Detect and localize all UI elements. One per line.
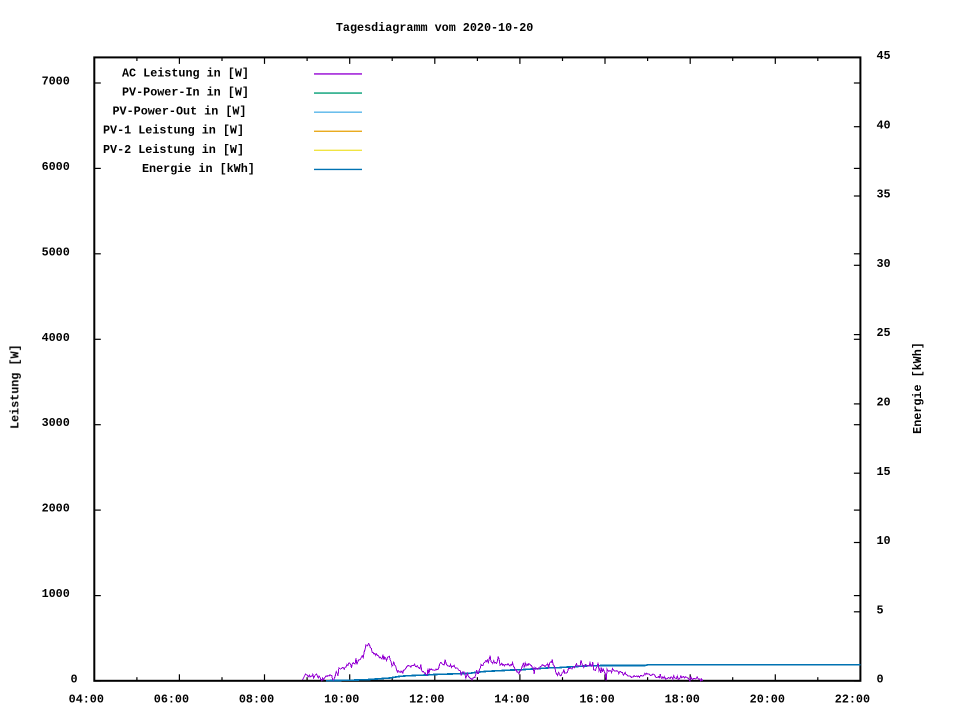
svg-text:Energie in [kWh]: Energie in [kWh] xyxy=(142,162,255,176)
svg-text:06:00: 06:00 xyxy=(154,692,189,706)
svg-text:PV-2 Leistung in [W]: PV-2 Leistung in [W] xyxy=(103,143,244,157)
svg-text:7000: 7000 xyxy=(42,75,70,89)
svg-text:PV-Power-Out in [W]: PV-Power-Out in [W] xyxy=(113,105,247,119)
svg-text:0: 0 xyxy=(877,673,884,687)
svg-text:PV-Power-In in [W]: PV-Power-In in [W] xyxy=(122,85,249,99)
svg-text:15: 15 xyxy=(877,465,891,479)
svg-text:Energie [kWh]: Energie [kWh] xyxy=(911,342,925,434)
svg-text:16:00: 16:00 xyxy=(579,692,614,706)
svg-text:08:00: 08:00 xyxy=(239,692,274,706)
svg-text:Tagesdiagramm vom 2020-10-20: Tagesdiagramm vom 2020-10-20 xyxy=(336,21,533,35)
svg-text:25: 25 xyxy=(877,326,891,340)
svg-text:AC Leistung in [W]: AC Leistung in [W] xyxy=(122,66,249,80)
svg-text:10:00: 10:00 xyxy=(324,692,359,706)
svg-text:Leistung [W]: Leistung [W] xyxy=(8,344,22,429)
svg-text:PV-1 Leistung in [W]: PV-1 Leistung in [W] xyxy=(103,124,244,138)
svg-text:18:00: 18:00 xyxy=(665,692,700,706)
svg-text:04:00: 04:00 xyxy=(69,692,104,706)
svg-text:0: 0 xyxy=(71,673,78,687)
svg-text:10: 10 xyxy=(877,534,891,548)
svg-text:20: 20 xyxy=(877,396,891,410)
svg-text:30: 30 xyxy=(877,257,891,271)
svg-text:22:00: 22:00 xyxy=(835,692,870,706)
svg-text:4000: 4000 xyxy=(42,331,70,345)
svg-text:5: 5 xyxy=(877,603,884,617)
svg-text:1000: 1000 xyxy=(42,587,70,601)
svg-text:40: 40 xyxy=(877,118,891,132)
svg-text:20:00: 20:00 xyxy=(750,692,785,706)
svg-text:14:00: 14:00 xyxy=(494,692,529,706)
svg-text:5000: 5000 xyxy=(42,245,70,259)
svg-text:3000: 3000 xyxy=(42,416,70,430)
svg-text:35: 35 xyxy=(877,188,891,202)
svg-text:6000: 6000 xyxy=(42,160,70,174)
svg-text:45: 45 xyxy=(877,49,891,63)
svg-text:2000: 2000 xyxy=(42,502,70,516)
svg-text:12:00: 12:00 xyxy=(409,692,444,706)
